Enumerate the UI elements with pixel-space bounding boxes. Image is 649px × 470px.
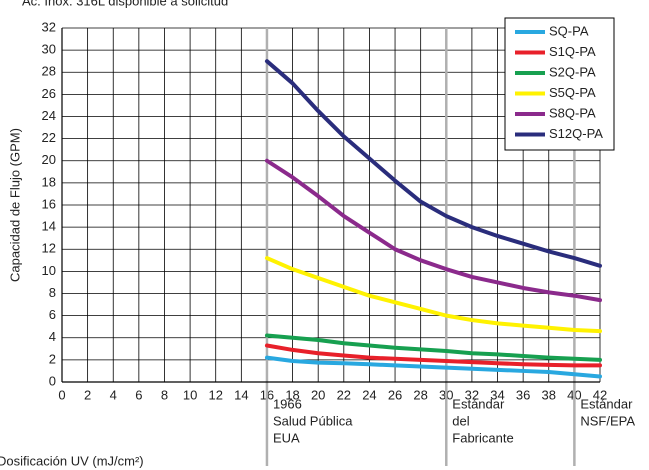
y-axis-label: Capacidad de Flujo (GPM) [7, 128, 22, 282]
y-tick-label: 10 [42, 263, 56, 278]
series-line [264, 333, 602, 362]
x-tick-label: 28 [413, 387, 427, 402]
y-tick-label: 8 [49, 285, 56, 300]
series-line [264, 158, 602, 303]
x-tick-label: 24 [362, 387, 376, 402]
y-tick-label: 28 [42, 64, 56, 79]
x-tick-label: 36 [516, 387, 530, 402]
legend-label: S8Q-PA [549, 105, 596, 120]
legend-label: S2Q-PA [549, 64, 596, 79]
x-tick-label: 6 [135, 387, 142, 402]
y-tick-label: 30 [42, 42, 56, 57]
x-tick-label: 10 [183, 387, 197, 402]
x-tick-label: 4 [110, 387, 117, 402]
legend-box [504, 17, 615, 151]
y-tick-label: 6 [49, 307, 56, 322]
x-tick-label: 0 [58, 387, 65, 402]
y-tick-label: 0 [49, 373, 56, 388]
annotation: 1966 [273, 396, 302, 411]
y-tick-label: 2 [49, 351, 56, 366]
annotation: Fabricante [452, 430, 513, 445]
x-axis-label: Dosificación UV (mJ/cm²) [0, 453, 144, 468]
legend-label: S12Q-PA [549, 126, 603, 141]
y-tick-label: 22 [42, 130, 56, 145]
x-tick-label: 8 [161, 387, 168, 402]
y-tick-label: 4 [49, 329, 56, 344]
y-tick-label: 24 [42, 108, 56, 123]
x-tick-label: 2 [84, 387, 91, 402]
series-line [264, 59, 602, 268]
x-tick-label: 22 [337, 387, 351, 402]
annotation: del [452, 413, 469, 428]
annotation: Salud Pública [273, 413, 353, 428]
x-tick-label: 14 [234, 387, 248, 402]
legend-label: S5Q-PA [549, 85, 596, 100]
y-tick-label: 16 [42, 196, 56, 211]
x-tick-label: 20 [311, 387, 325, 402]
annotation: Estándar [580, 396, 633, 411]
y-tick-label: 32 [42, 19, 56, 34]
y-tick-label: 26 [42, 86, 56, 101]
y-tick-label: 18 [42, 174, 56, 189]
series-line [264, 355, 602, 379]
series-line [264, 343, 602, 368]
x-tick-label: 18 [285, 387, 299, 402]
series-line [264, 256, 602, 334]
x-tick-label: 42 [593, 387, 607, 402]
y-tick-label: 14 [42, 219, 56, 234]
y-tick-label: 20 [42, 152, 56, 167]
x-tick-label: 34 [490, 387, 504, 402]
x-tick-label: 38 [542, 387, 556, 402]
annotation: EUA [273, 430, 300, 445]
x-tick-label: 32 [465, 387, 479, 402]
annotation: Estándar [452, 396, 505, 411]
x-tick-label: 12 [208, 387, 222, 402]
x-tick-label: 26 [388, 387, 402, 402]
legend: SQ-PA S1Q-PA S2Q-PA S5Q-PA S8Q-PA S12Q-PA [504, 17, 615, 151]
legend-label: S1Q-PA [549, 44, 596, 59]
annotation: NSF/EPA [580, 413, 635, 428]
note: Ac. Inox. 316L disponible a solicitud [22, 0, 228, 8]
legend-label: SQ-PA [549, 23, 589, 38]
y-tick-label: 12 [42, 241, 56, 256]
